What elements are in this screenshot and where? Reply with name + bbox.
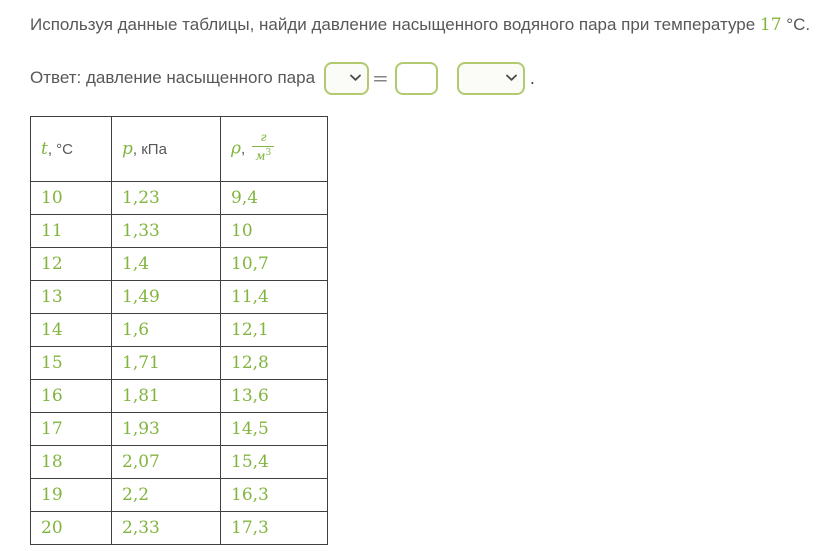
- cell-pressure: 1,33: [111, 214, 221, 248]
- table-row: 14 1,6 12,1: [30, 313, 328, 347]
- cell-pressure: 1,71: [111, 346, 221, 380]
- cell-density: 11,4: [220, 280, 328, 314]
- cell-pressure: 2,07: [111, 445, 221, 479]
- cell-density: 10: [220, 214, 328, 248]
- cell-density: 12,1: [220, 313, 328, 347]
- cell-pressure: 1,81: [111, 379, 221, 413]
- answer-label: Ответ: давление насыщенного пара: [30, 68, 316, 87]
- task-text-before: Используя данные таблицы, найди давление…: [30, 15, 760, 34]
- cell-pressure: 1,4: [111, 247, 221, 281]
- cell-density: 10,7: [220, 247, 328, 281]
- table-row: 12 1,4 10,7: [30, 247, 328, 281]
- density-unit-fraction: г м3: [252, 130, 275, 164]
- table-header-row: t, °C p, кПа ρ, г м3: [30, 116, 328, 182]
- cell-density: 13,6: [220, 379, 328, 413]
- cell-temperature: 10: [30, 181, 112, 215]
- cell-temperature: 17: [30, 412, 112, 446]
- cell-temperature: 19: [30, 478, 112, 512]
- cell-temperature: 14: [30, 313, 112, 347]
- saturated-vapor-table: t, °C p, кПа ρ, г м3 10 1,23 9,4 11 1,33 10 1…: [30, 116, 328, 545]
- col-header-temperature: t, °C: [30, 116, 112, 182]
- task-unit-suffix: °C.: [781, 15, 811, 34]
- quantity-symbol-select-wrap: [324, 61, 370, 95]
- pressure-value-input[interactable]: [394, 61, 438, 95]
- cell-temperature: 13: [30, 280, 112, 314]
- table-row: 11 1,33 10: [30, 214, 328, 248]
- quantity-symbol-select[interactable]: [324, 61, 370, 95]
- table-row: 17 1,93 14,5: [30, 412, 328, 446]
- equals-sign: =: [372, 66, 389, 90]
- task-text: Используя данные таблицы, найди давление…: [30, 14, 835, 36]
- cell-density: 16,3: [220, 478, 328, 512]
- cell-density: 15,4: [220, 445, 328, 479]
- cell-density: 12,8: [220, 346, 328, 380]
- table-row: 15 1,71 12,8: [30, 346, 328, 380]
- col-header-pressure: p, кПа: [111, 116, 221, 182]
- table-row: 13 1,49 11,4: [30, 280, 328, 314]
- cell-temperature: 16: [30, 379, 112, 413]
- temperature-value: 17: [759, 15, 782, 35]
- answer-row: Ответ: давление насыщенного пара = .: [30, 61, 835, 95]
- table-row: 10 1,23 9,4: [30, 181, 328, 215]
- table-row: 16 1,81 13,6: [30, 379, 328, 413]
- table-row: 19 2,2 16,3: [30, 478, 328, 512]
- unit-select[interactable]: [456, 61, 525, 95]
- cell-pressure: 2,33: [111, 511, 221, 545]
- cell-density: 17,3: [220, 511, 328, 545]
- cell-pressure: 1,23: [111, 181, 221, 215]
- sentence-period: .: [529, 67, 535, 88]
- cell-pressure: 1,49: [111, 280, 221, 314]
- cell-temperature: 15: [30, 346, 112, 380]
- col-header-density: ρ, г м3: [220, 116, 328, 182]
- cell-temperature: 18: [30, 445, 112, 479]
- cell-pressure: 1,6: [111, 313, 221, 347]
- cell-temperature: 20: [30, 511, 112, 545]
- cell-temperature: 12: [30, 247, 112, 281]
- cell-temperature: 11: [30, 214, 112, 248]
- unit-select-wrap: [456, 61, 525, 95]
- cell-pressure: 1,93: [111, 412, 221, 446]
- cell-pressure: 2,2: [111, 478, 221, 512]
- table-row: 18 2,07 15,4: [30, 445, 328, 479]
- cell-density: 9,4: [220, 181, 328, 215]
- table-row: 20 2,33 17,3: [30, 511, 328, 545]
- cell-density: 14,5: [220, 412, 328, 446]
